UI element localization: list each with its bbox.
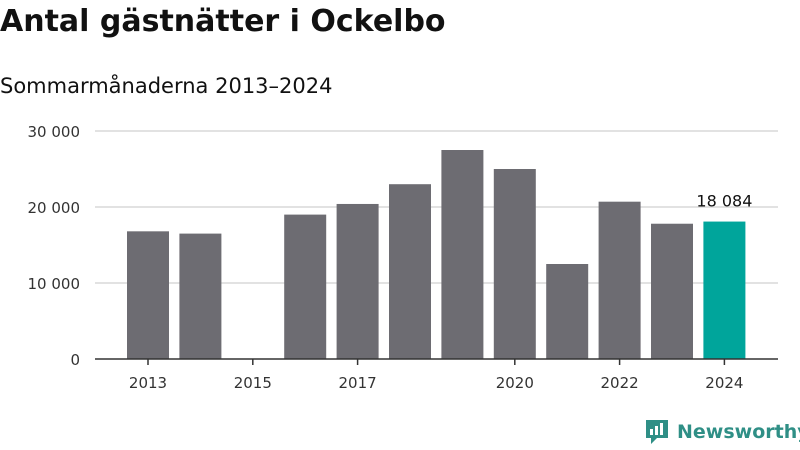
bar-2023 [651, 223, 693, 359]
bar-2021 [546, 264, 589, 359]
chart-title: Antal gästnätter i Ockelbo [0, 4, 446, 39]
bar-2024 [703, 221, 746, 359]
bar-2017 [336, 203, 379, 359]
y-tick-label: 10 000 [28, 275, 81, 293]
bar-2018 [389, 184, 431, 359]
x-tick-label: 2017 [339, 374, 377, 392]
x-tick-label: 2020 [496, 374, 534, 392]
newsworthy-logo: Newsworthy [644, 418, 800, 446]
data-label: 18 084 [696, 192, 752, 211]
y-tick-label: 20 000 [28, 199, 81, 217]
y-tick-label: 0 [70, 351, 80, 369]
x-tick-label: 2015 [234, 374, 272, 392]
x-tick-label: 2022 [601, 374, 639, 392]
x-tick-label: 2013 [129, 374, 167, 392]
chart-subtitle: Sommarmånaderna 2013–2024 [0, 74, 333, 98]
newsworthy-logo-icon [646, 420, 668, 444]
bar-2019 [441, 150, 484, 359]
y-tick-label: 30 000 [28, 123, 81, 141]
bar-2016 [284, 214, 327, 359]
bar-2014 [179, 233, 222, 359]
brand-name: Newsworthy [677, 421, 800, 443]
x-tick-label: 2024 [705, 374, 743, 392]
bar-2020 [493, 169, 536, 359]
bar-2022 [598, 201, 641, 359]
bar-2013 [127, 231, 169, 359]
